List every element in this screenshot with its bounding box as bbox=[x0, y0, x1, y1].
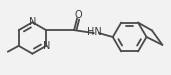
Text: N: N bbox=[43, 41, 51, 51]
Text: O: O bbox=[75, 10, 82, 20]
Text: HN: HN bbox=[87, 27, 101, 37]
Text: N: N bbox=[29, 17, 36, 27]
